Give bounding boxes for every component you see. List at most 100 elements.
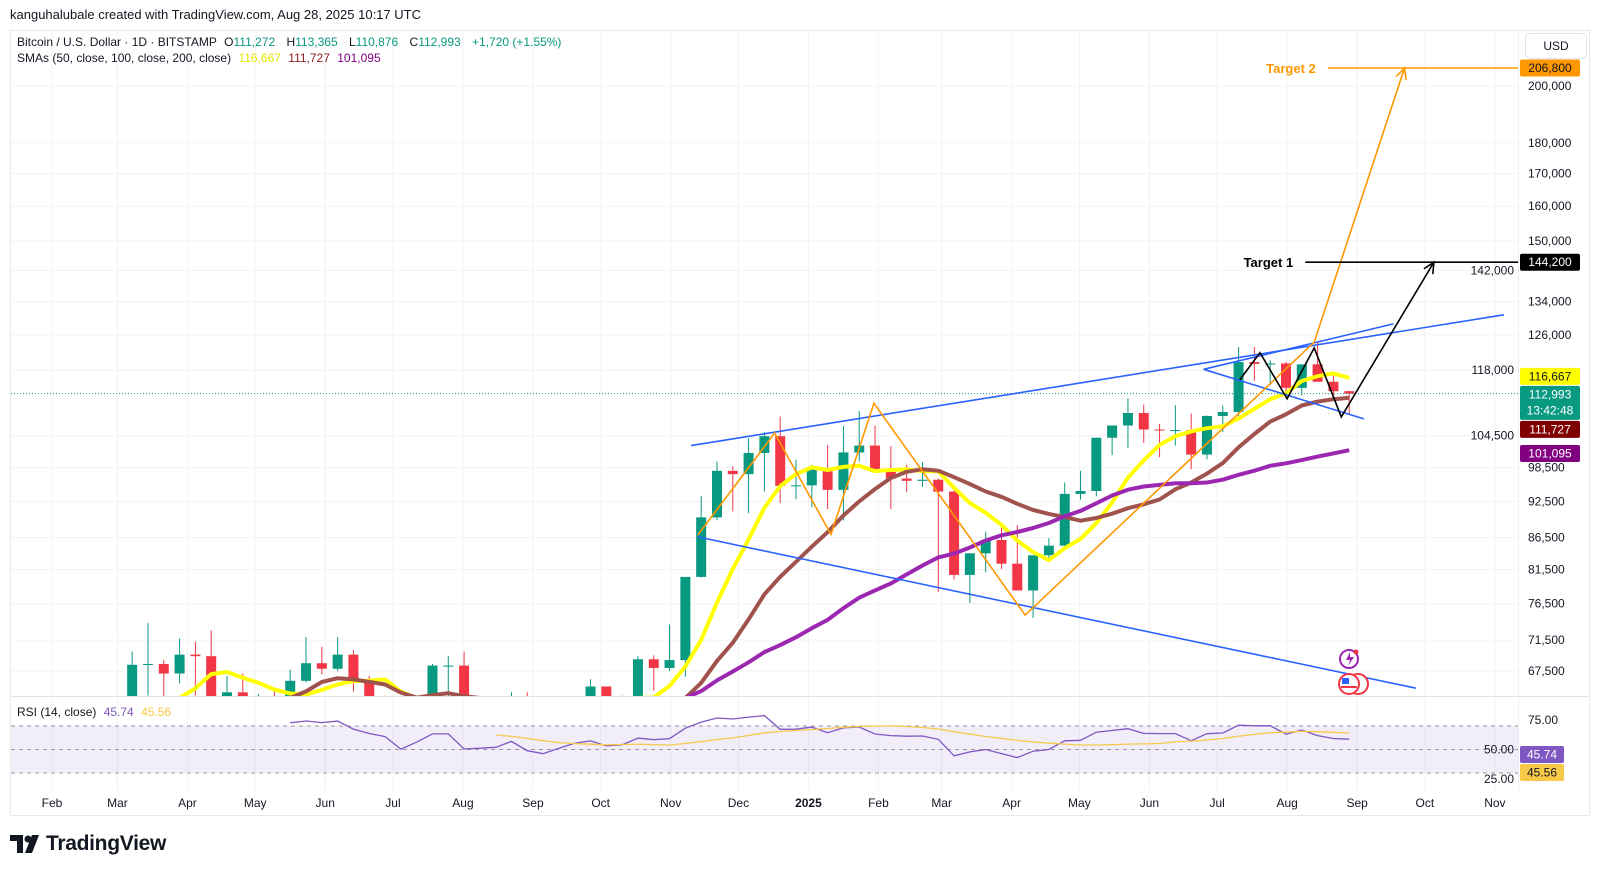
sma200-value: 101,095 xyxy=(337,51,381,65)
candle xyxy=(743,452,754,475)
candle xyxy=(964,553,975,575)
ohlc-low: L110,876 xyxy=(348,35,399,49)
time-tick-label: Jun xyxy=(316,796,335,810)
time-axis[interactable]: Feb Mar Apr May Jun Jul Aug Sep Oct Nov Dec 2025 Feb… xyxy=(42,796,1506,810)
candle xyxy=(127,664,138,696)
candle xyxy=(870,445,881,472)
currency-button[interactable]: USD xyxy=(1525,33,1587,59)
target1-badge: 144,200 xyxy=(1520,253,1580,271)
sma200-badge-bg xyxy=(1520,445,1580,463)
rsi-ma-badge: 45.56 xyxy=(1520,764,1564,782)
rsi-lines xyxy=(11,714,1518,774)
sma100-badge-text: 111,727 xyxy=(1529,422,1571,436)
rsi-ma-badge-text: 45.56 xyxy=(1527,766,1557,780)
time-tick-label: Feb xyxy=(42,796,63,810)
candle xyxy=(1296,364,1307,388)
rsi-value: 45.74 xyxy=(103,705,134,719)
candle xyxy=(980,540,991,554)
rsi-legend[interactable]: RSI (14, close) 45.74 45.56 xyxy=(17,705,175,719)
candle xyxy=(838,452,849,490)
us-flag-event-icon[interactable] xyxy=(1338,673,1369,695)
rsi-ma-value: 45.56 xyxy=(141,705,172,719)
candles xyxy=(127,341,1355,696)
events[interactable] xyxy=(1338,649,1369,695)
drawings[interactable] xyxy=(690,66,1518,689)
price-change: +1,720 (+1.55%) xyxy=(472,35,562,49)
candle xyxy=(1138,412,1149,430)
time-tick-label: 2025 xyxy=(795,796,822,810)
price-badges: 206,800 144,200 116,667 112,993 13:42:48 111,… xyxy=(1520,59,1580,782)
price-tick-label: 150,000 xyxy=(1528,234,1572,248)
target-label: Target 1 xyxy=(1244,255,1294,270)
chart-attribution: kanguhalubale created with TradingView.c… xyxy=(10,7,421,22)
time-tick-label: Aug xyxy=(1276,796,1297,810)
price-tick-label: 71,500 xyxy=(1528,633,1565,647)
candle xyxy=(1012,563,1023,591)
candle xyxy=(759,436,770,453)
candle xyxy=(1201,415,1212,455)
candle xyxy=(1186,430,1197,455)
rsi-ma-badge-bg xyxy=(1520,764,1564,782)
time-tick-label: Oct xyxy=(591,796,610,810)
candle xyxy=(316,663,327,669)
symbol-legend[interactable]: Bitcoin / U.S. Dollar · 1D · BITSTAMP O1… xyxy=(17,35,565,49)
tradingview-logo[interactable]: TradingView xyxy=(10,832,166,856)
rsi-axis[interactable]: 75.00 50.00 25.00 xyxy=(1484,713,1558,786)
last-price-badge-bg xyxy=(1520,385,1580,420)
sma-legend[interactable]: SMAs (50, close, 100, close, 200, close)… xyxy=(17,51,385,65)
candle xyxy=(1233,362,1244,412)
candle xyxy=(364,681,375,696)
price-tick-label: 92,500 xyxy=(1528,494,1565,508)
sma-lines xyxy=(163,371,1350,696)
candle xyxy=(680,576,691,661)
candle xyxy=(1028,555,1039,591)
black-arrowhead-icon xyxy=(1423,260,1435,275)
lightning-event-icon[interactable] xyxy=(1339,649,1359,669)
symbol-title: Bitcoin / U.S. Dollar · 1D · BITSTAMP xyxy=(17,35,217,49)
flag-upper-line[interactable] xyxy=(1203,323,1394,371)
time-tick-label: Apr xyxy=(1002,796,1021,810)
rsi-badge-text: 45.74 xyxy=(1527,748,1557,762)
time-tick-label: Nov xyxy=(1484,796,1505,810)
candle xyxy=(711,470,722,518)
channel-lower-line[interactable] xyxy=(697,536,1416,689)
price-axis[interactable]: 200,000 180,000 170,000 160,000 150,000 142,0… xyxy=(1471,79,1572,678)
candle xyxy=(632,659,643,696)
price-tick-label: 98,500 xyxy=(1528,461,1565,475)
time-tick-label: Mar xyxy=(107,796,128,810)
candle xyxy=(1170,430,1181,432)
candle xyxy=(806,468,817,486)
orange-projection-path[interactable] xyxy=(697,67,1406,617)
price-tick-label: 170,000 xyxy=(1528,167,1572,181)
rsi-ma-line xyxy=(495,725,1350,746)
candle xyxy=(1312,364,1323,382)
rsi-tick-label: 75.00 xyxy=(1528,713,1558,727)
target2-badge-text: 206,800 xyxy=(1528,61,1572,75)
candle xyxy=(174,654,185,674)
rsi-title: RSI (14, close) xyxy=(17,705,97,719)
candle xyxy=(332,654,343,669)
candle xyxy=(1043,545,1054,556)
candle xyxy=(459,665,470,696)
ohlc-close: C112,993 xyxy=(409,35,461,49)
candle xyxy=(142,663,153,665)
candle xyxy=(648,659,659,668)
candle xyxy=(1075,491,1086,494)
time-tick-label: Feb xyxy=(868,796,889,810)
candle xyxy=(1217,411,1228,416)
candle xyxy=(348,654,359,682)
candle xyxy=(885,471,896,479)
rsi-badge-bg xyxy=(1520,746,1564,764)
price-tick-label: 126,000 xyxy=(1528,328,1572,342)
price-tick-label: 81,500 xyxy=(1528,563,1565,577)
price-tick-label: 200,000 xyxy=(1528,79,1572,93)
target-labels: Target 1 Target 2 xyxy=(1244,61,1316,270)
black-projection-path[interactable] xyxy=(1239,261,1435,419)
candle xyxy=(775,436,786,486)
target1-badge-bg xyxy=(1520,253,1580,271)
channel-upper-line[interactable] xyxy=(690,314,1505,447)
candle xyxy=(1328,381,1339,392)
time-tick-label: Dec xyxy=(728,796,749,810)
sma200-badge-text: 101,095 xyxy=(1528,447,1572,461)
